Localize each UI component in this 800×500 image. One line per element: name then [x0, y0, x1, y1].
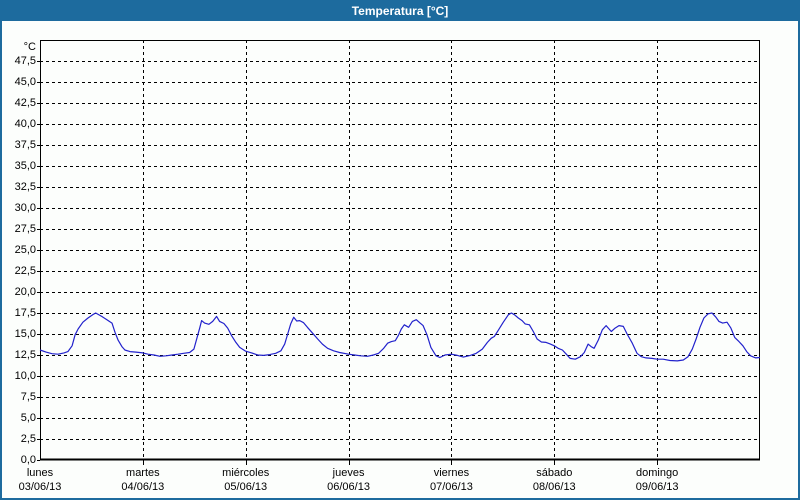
x-axis-day-label: miércoles: [222, 467, 270, 479]
y-axis-tick-label: 17,5: [14, 307, 36, 319]
window-titlebar[interactable]: Temperatura [°C]: [2, 2, 798, 21]
y-axis-tick-label: 0,0: [20, 454, 36, 466]
y-axis-tick-label: 35,0: [14, 160, 36, 172]
x-axis-day-label: lunes: [26, 467, 54, 479]
x-axis-date-label: 09/06/13: [635, 481, 679, 493]
x-axis-date-label: 04/06/13: [121, 481, 165, 493]
y-axis-tick-label: 2,5: [20, 433, 36, 445]
y-axis-tick-label: 40,0: [14, 118, 36, 130]
x-axis-day-label: domingo: [636, 467, 679, 479]
y-axis-tick-label: 5,0: [20, 412, 36, 424]
y-axis-tick-label: 22,5: [14, 265, 36, 277]
y-axis-tick-label: 20,0: [14, 286, 36, 298]
x-axis-day-label: sábado: [536, 467, 573, 479]
temperature-chart: [37, 40, 761, 465]
y-axis-tick-label: 10,0: [14, 370, 36, 382]
y-axis-tick-label: 25,0: [14, 244, 36, 256]
y-axis-tick-label: 27,5: [14, 223, 36, 235]
window-title: Temperatura [°C]: [351, 4, 449, 18]
x-axis-day-label: viernes: [433, 467, 470, 479]
y-axis-tick-label: 42,5: [14, 97, 36, 109]
y-axis-unit-label: °C: [23, 41, 36, 53]
y-axis-tick-label: 47,5: [14, 55, 36, 67]
x-axis-day-label: jueves: [332, 467, 365, 479]
chart-area: 0,0 2,5 5,0 7,5 10,0 12,5 15,0 17,5 20,0 22,5 25,0…: [2, 21, 798, 498]
x-axis-date-label: 05/06/13: [224, 481, 268, 493]
x-axis-day-label: martes: [126, 467, 160, 479]
y-axis-tick-label: 37,5: [14, 139, 36, 151]
x-axis-date-label: 07/06/13: [430, 481, 473, 493]
x-axis-date-label: 03/06/13: [18, 481, 62, 493]
y-axis-tick-label: 32,5: [14, 181, 36, 193]
y-axis-tick-label: 15,0: [14, 328, 36, 340]
temperature-line: [39, 312, 761, 362]
y-axis-tick-label: 30,0: [14, 202, 36, 214]
y-axis-tick-label: 7,5: [20, 391, 36, 403]
x-axis-date-label: 06/06/13: [327, 481, 370, 493]
y-axis-tick-label: 12,5: [14, 349, 36, 361]
x-axis-date-label: 08/06/13: [532, 481, 576, 493]
y-axis-tick-label: 45,0: [14, 76, 36, 88]
